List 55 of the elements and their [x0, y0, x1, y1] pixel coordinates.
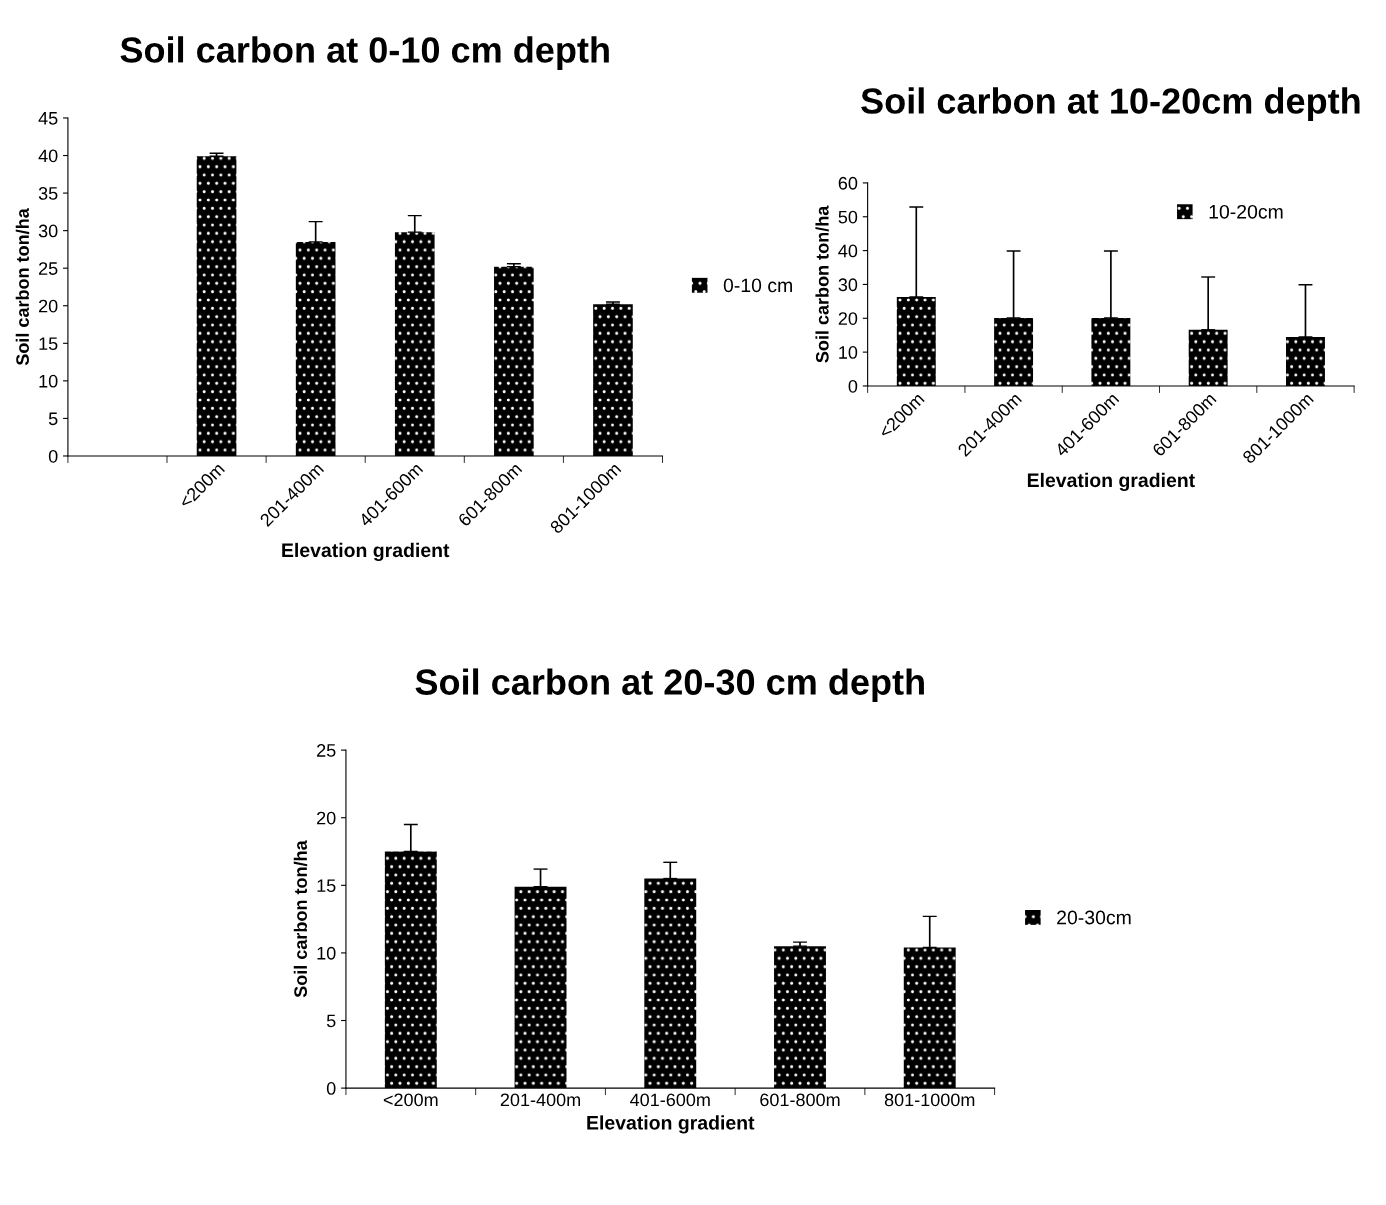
bar	[994, 317, 1034, 386]
x-axis-title: Elevation gradient	[282, 542, 450, 562]
y-tick-label: 5	[48, 412, 58, 426]
y-tick-label: 0	[848, 379, 858, 393]
x-tick-label: 801-1000m	[884, 1093, 975, 1107]
x-tick-label: 401-600m	[630, 1093, 710, 1107]
y-tick-label: 25	[317, 744, 336, 757]
y-tick-label: 10	[39, 374, 58, 388]
chart-title: Soil carbon at 10-20cm depth	[861, 87, 1360, 121]
x-tick-label: 601-800m	[760, 1093, 840, 1107]
y-tick-label: 0	[326, 1082, 336, 1095]
bar	[903, 947, 956, 1089]
y-axis-title: Soil carbon ton/ha	[293, 840, 308, 998]
legend-label: 10-20cm	[1209, 204, 1283, 219]
y-tick-label: 30	[38, 224, 58, 238]
y-tick-label: 20	[39, 299, 58, 313]
x-tick-label: 201-400m	[500, 1093, 580, 1107]
chart-title: Soil carbon at 20-30 cm depth	[415, 668, 924, 703]
y-tick-label: 20	[838, 312, 858, 325]
x-tick-label: <200m	[383, 1093, 438, 1107]
y-tick-label: 30	[838, 278, 858, 292]
y-tick-label: 5	[326, 1014, 336, 1028]
x-axis-title: Elevation gradient	[587, 1115, 755, 1134]
bar	[295, 241, 336, 456]
y-tick-label: 0	[48, 449, 58, 463]
bar	[394, 232, 435, 456]
y-tick-label: 15	[39, 337, 58, 351]
y-tick-label: 45	[38, 112, 58, 125]
y-tick-label: 25	[39, 262, 58, 275]
legend-label: 0-10 cm	[723, 278, 792, 293]
bar	[644, 878, 697, 1089]
bar	[1091, 317, 1131, 386]
y-tick-label: 50	[838, 210, 858, 224]
y-tick-label: 10	[839, 346, 858, 359]
bar	[896, 296, 936, 386]
y-tick-label: 15	[317, 879, 336, 893]
y-axis-title: Soil carbon ton/ha	[15, 208, 30, 366]
y-tick-label: 40	[38, 149, 58, 163]
bar	[494, 266, 534, 456]
bar	[593, 304, 633, 456]
bar	[384, 851, 437, 1089]
y-tick-label: 60	[838, 176, 858, 190]
bar	[774, 946, 826, 1089]
y-tick-label: 20	[317, 811, 336, 825]
y-axis-title: Soil carbon ton/ha	[815, 205, 829, 363]
bar	[514, 886, 567, 1089]
chart-title: Soil carbon at 0-10 cm depth	[120, 36, 609, 70]
x-axis-title: Elevation gradient	[1027, 472, 1195, 492]
y-tick-label: 10	[317, 946, 336, 960]
bar	[196, 156, 237, 456]
y-tick-label: 40	[838, 244, 858, 258]
y-tick-label: 35	[38, 187, 58, 200]
legend-label: 20-30cm	[1057, 910, 1131, 925]
bar	[1286, 336, 1325, 386]
bar	[1188, 329, 1228, 386]
